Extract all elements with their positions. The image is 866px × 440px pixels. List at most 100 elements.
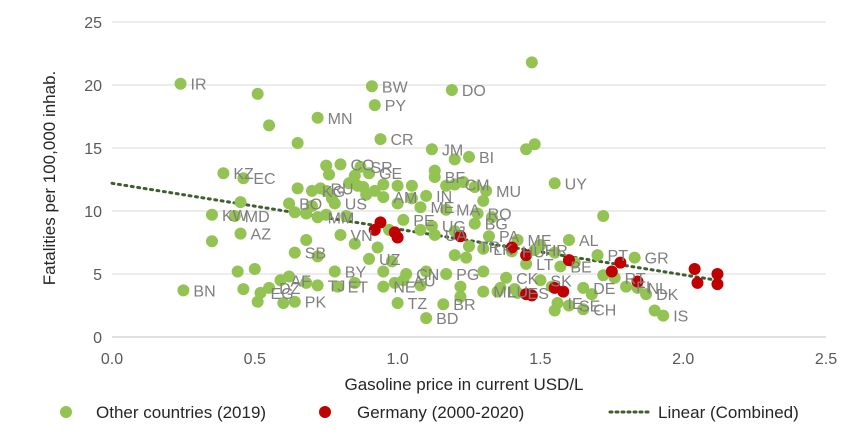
data-point-other — [577, 281, 590, 294]
data-point-other — [525, 56, 538, 69]
point-label: CH — [593, 302, 616, 319]
data-point-other — [374, 133, 387, 146]
point-label: TZ — [408, 296, 428, 313]
point-label: JM — [442, 142, 463, 159]
point-label: PK — [305, 295, 327, 312]
point-label: SR — [370, 160, 392, 177]
point-label: VN — [350, 228, 372, 245]
point-label: RU — [330, 181, 353, 198]
data-point-other — [440, 268, 453, 280]
data-point-other — [454, 290, 467, 303]
point-label: BD — [436, 311, 458, 328]
data-point-other — [311, 111, 324, 124]
data-point-other — [468, 181, 481, 194]
point-label: ME — [430, 200, 454, 217]
point-label: LK — [493, 242, 513, 259]
data-point-other — [283, 270, 296, 283]
data-point-other — [640, 288, 653, 301]
data-point-other — [448, 153, 461, 166]
x-tick-label: 2.0 — [672, 351, 694, 368]
data-point-other — [463, 150, 475, 163]
data-point-other — [328, 265, 341, 278]
point-label: IS — [673, 309, 688, 326]
data-point-germany — [454, 230, 467, 243]
data-point-other — [234, 196, 247, 209]
point-label: AL — [579, 233, 599, 250]
data-point-other — [528, 138, 541, 151]
point-label: CO — [350, 157, 374, 174]
data-point-other — [562, 233, 575, 246]
point-label: BR — [453, 297, 475, 314]
legend: Other countries (2019) Germany (2000-202… — [60, 403, 799, 422]
point-label: DZ — [279, 281, 301, 298]
point-label: MU — [496, 184, 521, 201]
point-label: FI — [636, 280, 650, 297]
data-point-germany — [631, 275, 644, 288]
data-point-other — [348, 276, 361, 289]
data-point-other — [363, 167, 376, 180]
y-tick-label: 15 — [84, 141, 102, 158]
point-label: IE — [568, 296, 583, 313]
point-label: AZ — [251, 227, 272, 244]
data-point-other — [385, 255, 398, 268]
data-point-other — [548, 246, 561, 259]
point-label: DE — [593, 281, 615, 298]
data-point-other — [414, 223, 427, 236]
data-point-other — [300, 207, 313, 220]
point-label: BE — [570, 259, 591, 276]
point-label: BY — [345, 264, 367, 281]
data-point-other — [554, 260, 567, 273]
point-label: IN — [436, 189, 452, 206]
data-point-other — [377, 191, 390, 204]
data-point-other — [251, 295, 264, 308]
data-point-other — [391, 179, 404, 192]
data-point-other — [177, 284, 190, 297]
point-label: CN — [416, 267, 439, 284]
point-label: AF — [291, 273, 312, 290]
point-label: TR — [479, 239, 500, 256]
point-label: BG — [485, 217, 508, 234]
data-point-germany — [520, 249, 533, 262]
data-point-other — [463, 240, 475, 253]
data-point-other — [414, 201, 427, 214]
point-label: LU — [508, 285, 528, 302]
point-label: SK — [550, 273, 572, 290]
data-point-other — [591, 249, 604, 262]
data-point-other — [585, 288, 598, 301]
y-tick-label: 25 — [84, 15, 102, 32]
point-label: NL — [648, 281, 669, 298]
data-point-other — [534, 274, 547, 287]
point-label: MN — [328, 111, 353, 128]
data-point-other — [217, 167, 230, 180]
data-point-other — [480, 184, 493, 197]
data-point-other — [425, 143, 438, 156]
data-point-other — [491, 285, 504, 298]
data-point-other — [237, 283, 250, 296]
point-label: DO — [462, 83, 486, 100]
data-point-other — [657, 309, 670, 322]
point-label: NE — [393, 280, 415, 297]
data-point-other — [311, 279, 324, 292]
point-label: KW — [222, 208, 249, 225]
data-point-other — [323, 168, 336, 181]
data-point-germany — [562, 254, 575, 267]
data-point-other — [520, 257, 533, 270]
x-tick-label: 1.0 — [386, 351, 408, 368]
data-point-other — [228, 210, 241, 223]
data-point-other — [477, 242, 490, 255]
data-point-other — [205, 208, 218, 221]
data-point-other — [477, 265, 490, 278]
data-point-other — [174, 77, 187, 90]
data-point-other — [420, 265, 433, 278]
point-label: ML — [493, 285, 515, 302]
point-label: SB — [305, 246, 326, 263]
point-label: CK — [516, 271, 539, 288]
x-tick-label: 1.5 — [529, 351, 551, 368]
point-label: RO — [488, 207, 512, 224]
legend-label-other: Other countries (2019) — [96, 403, 266, 422]
x-axis-title: Gasoline price in current USD/L — [344, 375, 583, 394]
x-tick-label: 2.5 — [815, 351, 837, 368]
y-tick-label: 5 — [93, 267, 102, 284]
